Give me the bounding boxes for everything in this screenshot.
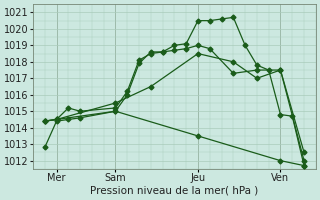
X-axis label: Pression niveau de la mer( hPa ): Pression niveau de la mer( hPa ) (90, 186, 259, 196)
